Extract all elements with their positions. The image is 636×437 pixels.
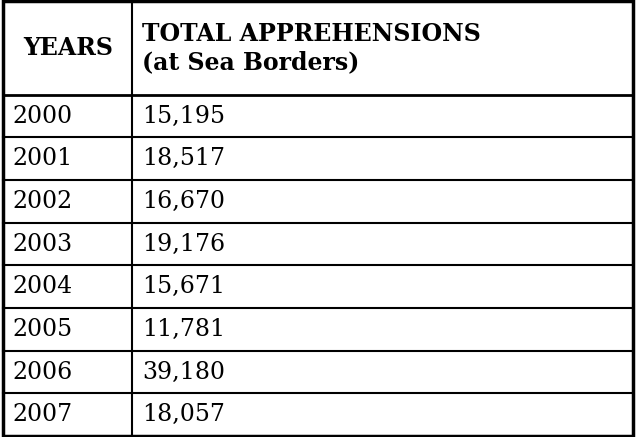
- Text: 18,517: 18,517: [142, 147, 225, 170]
- Text: YEARS: YEARS: [23, 36, 113, 60]
- Text: 15,671: 15,671: [142, 275, 225, 298]
- Text: 2007: 2007: [13, 403, 73, 426]
- Text: 2006: 2006: [13, 361, 73, 384]
- Text: 18,057: 18,057: [142, 403, 225, 426]
- Text: TOTAL APPREHENSIONS
(at Sea Borders): TOTAL APPREHENSIONS (at Sea Borders): [142, 22, 481, 74]
- Text: 2000: 2000: [13, 104, 73, 128]
- Text: 2001: 2001: [13, 147, 73, 170]
- Text: 39,180: 39,180: [142, 361, 225, 384]
- Text: 2004: 2004: [13, 275, 73, 298]
- Text: 2002: 2002: [13, 190, 73, 213]
- Text: 15,195: 15,195: [142, 104, 225, 128]
- Text: 19,176: 19,176: [142, 232, 225, 256]
- Text: 2005: 2005: [13, 318, 73, 341]
- Text: 11,781: 11,781: [142, 318, 225, 341]
- Text: 2003: 2003: [13, 232, 73, 256]
- Text: 16,670: 16,670: [142, 190, 225, 213]
